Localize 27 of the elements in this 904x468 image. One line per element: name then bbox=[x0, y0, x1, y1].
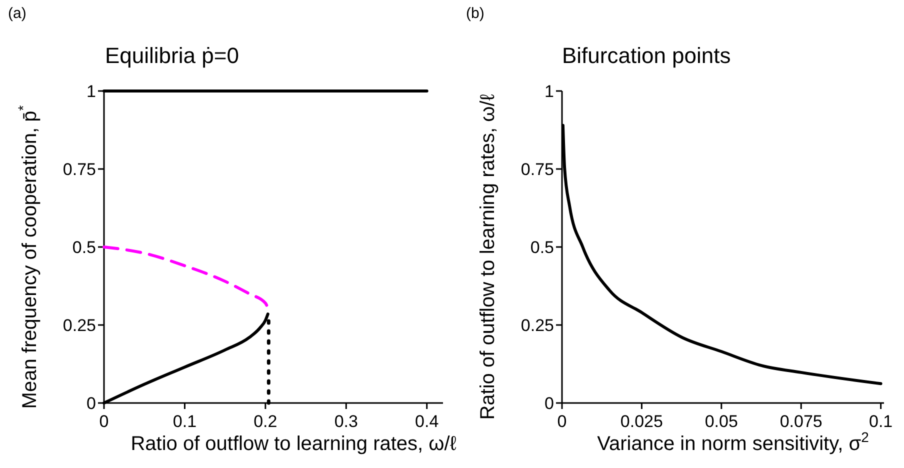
y-tick-label: 0.75 bbox=[62, 160, 96, 179]
x-tick-label: 0.4 bbox=[415, 412, 439, 431]
x-tick-label: 0 bbox=[99, 412, 109, 431]
y-tick-label: 0.25 bbox=[62, 316, 96, 335]
chart-title: Equilibria ṗ=0 bbox=[105, 43, 239, 68]
y-tick-label: 0 bbox=[86, 394, 96, 413]
x-axis-title: Variance in norm sensitivity, σ$^{2}$ bbox=[597, 429, 870, 455]
x-tick-label: 0.2 bbox=[254, 412, 278, 431]
chart-title: Bifurcation points bbox=[562, 43, 731, 68]
x-tick-label: 0.075 bbox=[780, 412, 822, 431]
x-tick-label: 0.05 bbox=[704, 412, 738, 431]
x-tick-label: 0.025 bbox=[620, 412, 663, 431]
y-tick-label: 1 bbox=[86, 82, 96, 101]
y-tick-label: 0.25 bbox=[520, 316, 554, 335]
y-tick-label: 0 bbox=[544, 394, 554, 413]
y-axis-title: Ratio of outflow to learning rates, ω/ℓ bbox=[477, 94, 499, 420]
x-tick-label: 0.1 bbox=[868, 412, 893, 431]
x-tick-label: 0.3 bbox=[334, 412, 358, 431]
text: (b) bbox=[466, 5, 484, 22]
y-tick-label: 0.75 bbox=[520, 160, 554, 179]
x-axis-title: Ratio of outflow to learning rates, ω/ℓ bbox=[130, 433, 457, 455]
y-tick-label: 0.5 bbox=[72, 238, 96, 257]
x-tick-label: 0 bbox=[557, 412, 567, 431]
y-tick-label: 1 bbox=[544, 82, 554, 101]
y-tick-label: 0.5 bbox=[530, 238, 554, 257]
text: (a) bbox=[8, 5, 26, 22]
x-tick-label: 0.1 bbox=[172, 412, 197, 431]
